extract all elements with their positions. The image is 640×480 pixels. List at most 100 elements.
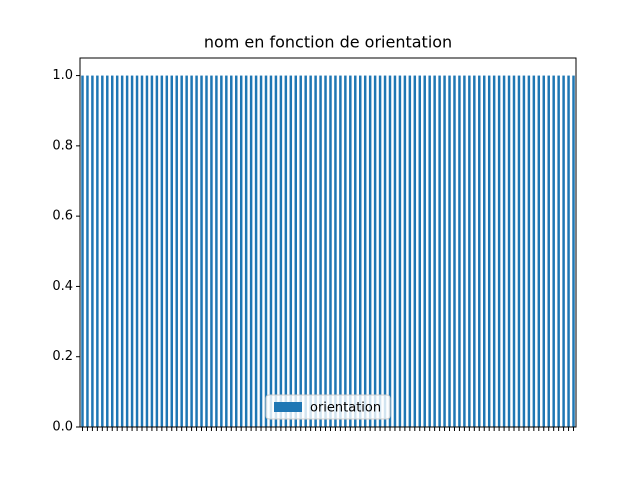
bar — [468, 75, 471, 428]
bar — [483, 75, 486, 428]
bar — [487, 75, 491, 428]
bar — [165, 75, 169, 428]
bar — [359, 75, 362, 428]
bar — [239, 75, 243, 428]
bar — [235, 75, 238, 428]
bar — [527, 75, 531, 428]
bar — [314, 75, 317, 428]
bar — [175, 75, 178, 428]
bar — [135, 75, 139, 428]
bar — [408, 75, 412, 428]
bar — [418, 75, 421, 428]
bar — [160, 75, 164, 428]
bar — [398, 75, 402, 428]
bar — [145, 75, 149, 428]
y-tick-label: 0.2 — [52, 349, 73, 364]
bar — [572, 75, 575, 428]
bar — [383, 75, 387, 428]
bar — [180, 75, 183, 428]
bar — [413, 75, 417, 428]
bar — [433, 75, 436, 428]
bar — [319, 75, 322, 428]
bar — [507, 75, 511, 428]
bar — [512, 75, 516, 428]
y-tick-label: 0.4 — [52, 279, 73, 294]
y-tick-label: 0.0 — [52, 420, 73, 435]
bar — [532, 75, 536, 428]
bar — [279, 75, 283, 428]
bar — [393, 75, 397, 428]
bar — [463, 75, 466, 428]
bar — [492, 75, 496, 428]
bar — [190, 75, 193, 428]
bar — [81, 75, 84, 428]
bar — [150, 75, 154, 428]
legend-box — [265, 394, 391, 420]
bar — [111, 75, 114, 428]
bar — [443, 75, 446, 428]
bar — [170, 75, 173, 428]
bar — [428, 75, 431, 428]
bar — [368, 75, 372, 428]
y-tick-label: 1.0 — [52, 68, 73, 83]
bar — [542, 75, 545, 428]
bar — [329, 75, 332, 428]
bar — [264, 75, 268, 428]
bar — [101, 75, 104, 428]
bar — [86, 75, 89, 428]
bar — [324, 75, 327, 428]
bar — [344, 75, 347, 428]
bar — [373, 75, 377, 428]
y-tick-label: 0.8 — [52, 138, 73, 153]
bar — [517, 75, 521, 428]
bar — [354, 75, 357, 428]
bar — [299, 75, 302, 428]
plot-frame — [79, 57, 577, 428]
bar — [91, 75, 94, 428]
bar — [453, 75, 456, 428]
chart-title: nom en fonction de orientation — [204, 33, 452, 52]
bar — [557, 75, 560, 428]
bar — [269, 75, 273, 428]
bar — [210, 75, 213, 428]
bar — [225, 75, 228, 428]
bar — [363, 75, 367, 428]
bar — [244, 75, 248, 428]
bar — [205, 75, 208, 428]
bar — [274, 75, 278, 428]
bar — [259, 75, 263, 428]
bar — [522, 75, 526, 428]
legend-swatch — [274, 402, 302, 412]
bar — [254, 75, 258, 428]
bar — [96, 75, 99, 428]
bar — [567, 75, 570, 428]
bar — [309, 75, 312, 428]
bar — [552, 75, 555, 428]
bar — [115, 75, 119, 428]
bar — [125, 75, 129, 428]
bar — [215, 75, 218, 428]
bar — [448, 75, 451, 428]
bar — [289, 75, 293, 428]
bar — [458, 75, 461, 428]
bar — [304, 75, 307, 428]
bar — [423, 75, 426, 428]
y-tick-label: 0.6 — [52, 209, 73, 224]
bar — [185, 75, 188, 428]
bar — [230, 75, 233, 428]
bar — [195, 75, 198, 428]
bar — [378, 75, 382, 428]
bar — [349, 75, 352, 428]
bar — [438, 75, 441, 428]
bar — [497, 75, 501, 428]
bar — [155, 75, 159, 428]
bar — [502, 75, 506, 428]
bar — [140, 75, 144, 428]
bar — [537, 75, 541, 428]
bar — [249, 75, 253, 428]
bar — [284, 75, 288, 428]
legend-label: orientation — [310, 401, 381, 416]
bar — [388, 75, 392, 428]
